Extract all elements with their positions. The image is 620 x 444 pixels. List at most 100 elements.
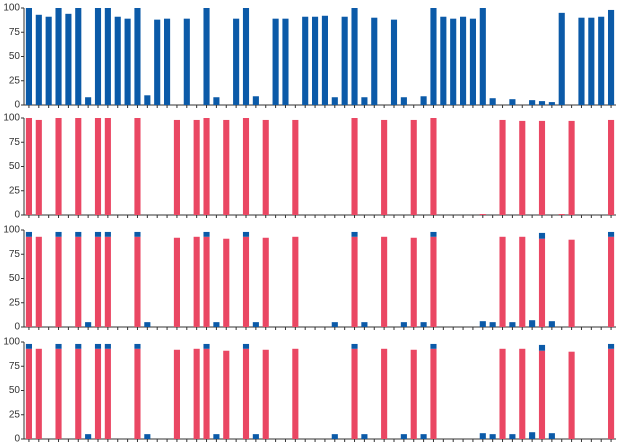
bar-segment	[193, 236, 200, 327]
bar	[223, 119, 230, 215]
bar-segment	[479, 321, 486, 327]
y-tick-label: 100	[3, 337, 20, 348]
bar	[558, 214, 565, 215]
bar-segment	[55, 343, 62, 349]
bar	[173, 119, 180, 215]
bar-segment	[173, 237, 180, 327]
bar	[292, 119, 299, 215]
bar-segment	[608, 236, 615, 327]
y-tick-label: 50	[9, 273, 21, 284]
bar-segment	[410, 349, 417, 439]
bar-segment	[94, 343, 102, 349]
bar	[134, 118, 141, 215]
bar	[282, 18, 289, 106]
y-tick-label: 25	[9, 297, 21, 308]
bar	[351, 118, 358, 215]
bar-segment	[55, 236, 62, 327]
bar	[321, 15, 328, 105]
bar-segment	[420, 322, 427, 327]
bar-segment	[489, 434, 496, 439]
bar	[410, 119, 417, 215]
bar-segment	[400, 434, 407, 439]
bar-segment	[351, 343, 358, 349]
bar	[509, 99, 516, 105]
bar-segment	[568, 351, 575, 439]
bar-segment	[85, 434, 92, 439]
bar-segment	[538, 344, 546, 351]
bar-segment	[608, 343, 615, 349]
bar	[440, 16, 447, 106]
bar	[361, 97, 368, 105]
bar	[233, 18, 240, 106]
bar	[35, 14, 42, 105]
bar-segment	[529, 320, 536, 327]
y-tick-label: 100	[3, 3, 20, 14]
bar-segment	[242, 231, 250, 237]
bar	[469, 18, 476, 106]
y-tick-label: 25	[9, 409, 21, 420]
bar	[400, 97, 407, 105]
bar-segment	[25, 236, 32, 327]
bar-segment	[75, 348, 82, 439]
bar-segment	[55, 231, 62, 237]
bar-segment	[242, 343, 250, 349]
bar-segment	[242, 348, 250, 439]
bar-segment	[55, 348, 62, 439]
bar	[489, 98, 496, 105]
bar	[499, 119, 506, 215]
bar-segment	[381, 348, 388, 439]
bar	[252, 96, 259, 105]
bar-segment	[400, 322, 407, 327]
bar	[55, 118, 62, 215]
bar	[75, 8, 82, 105]
bar-segment	[381, 236, 388, 327]
y-tick-label: 75	[9, 27, 21, 38]
bar-segment	[331, 434, 338, 439]
bar	[302, 16, 309, 106]
bar-segment	[568, 239, 575, 327]
bar-segment	[25, 231, 32, 237]
bar	[608, 9, 615, 105]
bar-segment	[25, 348, 32, 439]
bar	[272, 18, 279, 106]
bar	[390, 19, 398, 105]
bar-segment	[223, 350, 230, 439]
bar-segment	[75, 343, 82, 349]
bar-segment	[410, 237, 417, 327]
bar-segment	[489, 322, 496, 327]
bar-segment	[420, 434, 427, 439]
bar-segment	[509, 322, 516, 327]
bar-segment	[479, 433, 486, 439]
bar	[312, 16, 319, 106]
bar	[104, 8, 111, 105]
bar	[104, 118, 111, 215]
bar	[341, 16, 348, 106]
bar	[242, 8, 250, 105]
bar	[124, 18, 131, 106]
bar	[430, 118, 437, 215]
bar	[75, 118, 82, 215]
bar-segment	[519, 236, 526, 327]
bar	[538, 120, 546, 215]
bar-segment	[331, 322, 338, 327]
bar	[420, 96, 427, 105]
bar-segment	[242, 236, 250, 327]
bar-segment	[548, 321, 555, 327]
bar	[114, 16, 121, 106]
bar	[460, 16, 467, 106]
y-tick-label: 0	[14, 434, 20, 444]
bar-segment	[223, 238, 230, 327]
bar-segment	[35, 236, 42, 327]
bar-segment	[75, 231, 82, 237]
bar-segment	[144, 434, 151, 439]
bar-segment	[430, 231, 437, 237]
bar-segment	[94, 236, 102, 327]
bar-segment	[351, 231, 358, 237]
bar	[193, 119, 200, 215]
bar	[55, 8, 62, 105]
bar-segment	[134, 348, 141, 439]
bar-segment	[608, 231, 615, 237]
bar-segment	[519, 348, 526, 439]
bar-segment	[529, 432, 536, 439]
